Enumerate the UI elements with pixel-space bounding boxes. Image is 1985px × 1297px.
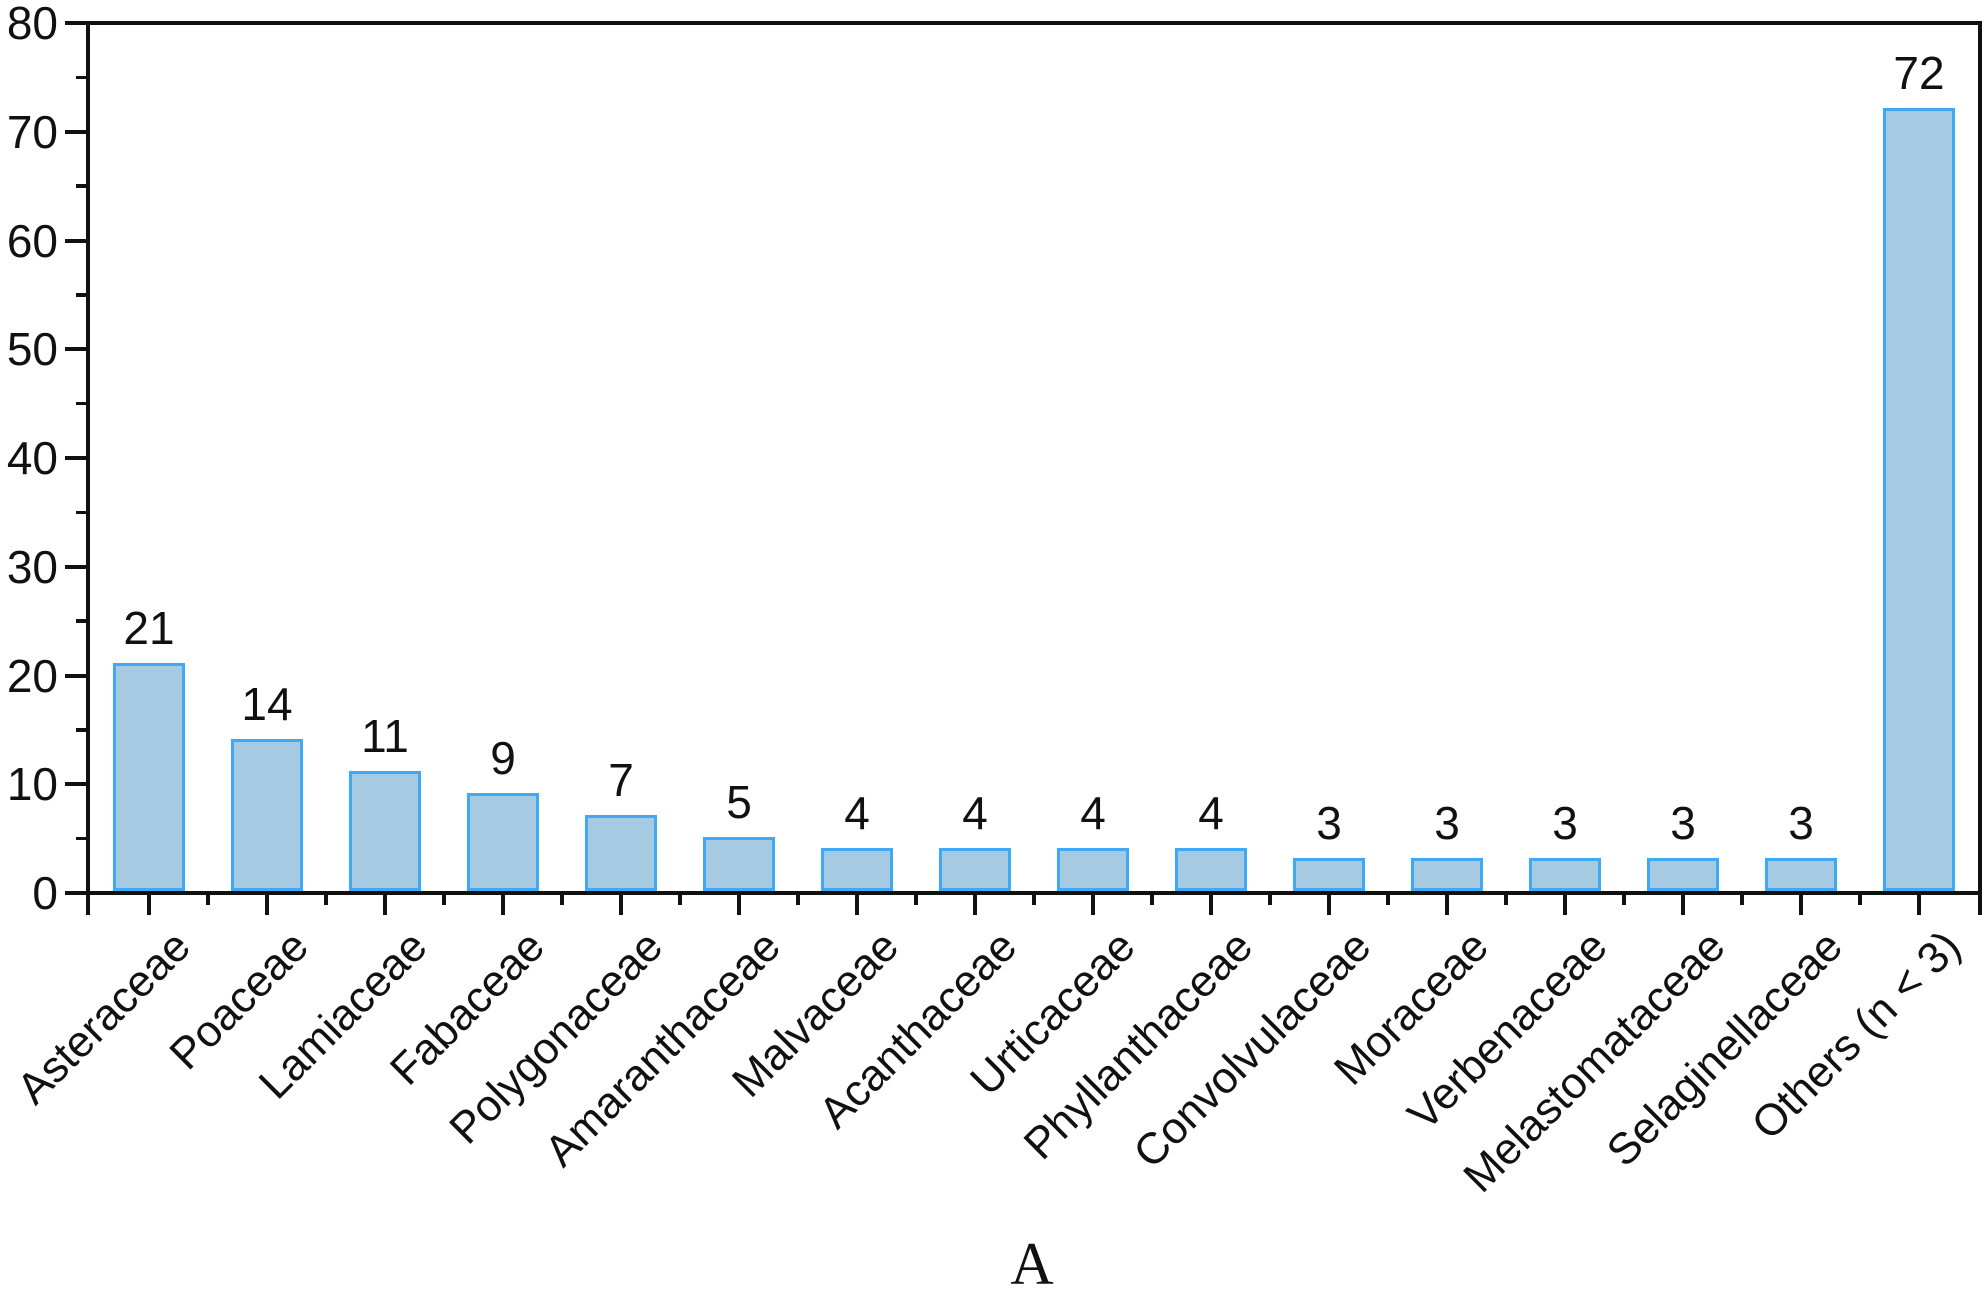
bar-value-label: 9 [490,732,516,785]
x-axis-minor-tick [1150,895,1154,905]
bar [939,847,1011,891]
x-axis-minor-tick [1622,895,1626,905]
y-axis-minor-tick [76,728,86,732]
x-axis-category-label: Asteraceae [8,921,201,1114]
x-axis-minor-tick [1740,895,1744,905]
y-axis-tick-label: 50 [6,323,58,376]
y-axis-major-tick [65,21,86,25]
y-axis-tick-label: 20 [6,649,58,702]
x-axis-major-tick [1327,895,1331,915]
x-axis-category-label: Others (n < 3) [1742,921,1971,1150]
bar [1883,108,1955,891]
bar-value-label: 72 [1893,47,1945,99]
bar [1411,858,1483,891]
x-axis-major-tick [619,895,623,915]
x-axis-major-tick [1091,895,1095,915]
y-axis-minor-tick [76,619,86,623]
x-axis-minor-tick [560,895,564,905]
x-axis-minor-tick [1504,895,1508,905]
bar-value-label: 14 [241,677,293,730]
x-axis-minor-tick [1386,895,1390,905]
bar-value-label: 3 [1434,797,1460,850]
plot-frame: 21 14 11 9 7 5 4 4 4 4 3 3 3 3 3 72 [86,21,1982,895]
x-axis-major-tick [855,895,859,915]
x-axis-major-tick [147,895,151,915]
y-axis-major-tick [65,891,86,895]
x-axis-major-tick [1681,895,1685,915]
bar-value-label: 4 [1198,786,1224,839]
x-axis-minor-tick [206,895,210,905]
x-axis-minor-tick [914,895,918,905]
bar [1293,858,1365,891]
bar [467,793,539,891]
x-axis-major-tick [1445,895,1449,915]
bar [585,814,657,891]
y-axis-tick-label: 40 [6,432,58,484]
plot-area: 21 14 11 9 7 5 4 4 4 4 3 3 3 3 3 72 [90,25,1978,891]
x-axis-major-tick [1563,895,1567,915]
y-axis-minor-tick [76,75,86,80]
bar [349,771,421,891]
bar [1529,858,1601,891]
y-axis-minor-tick [76,836,86,841]
y-axis-tick-label: 70 [6,105,58,158]
bar [231,738,303,891]
bar [1057,847,1129,891]
x-axis-major-tick [1799,895,1803,915]
y-axis-major-tick [65,456,86,460]
bar [821,847,893,891]
x-axis-minor-tick [678,895,682,905]
x-axis-major-tick [383,895,387,915]
y-axis-major-tick [65,673,86,678]
bar-value-label: 3 [1788,797,1814,850]
bar-value-label: 7 [608,753,634,806]
y-axis-major-tick [65,564,86,569]
y-axis-tick-label: 60 [6,214,58,267]
y-axis-minor-tick [76,510,86,515]
bar-value-label: 4 [1080,786,1106,839]
x-axis-major-tick [1209,895,1213,915]
y-axis-major-tick [65,129,86,134]
bar-value-label: 3 [1316,797,1342,850]
x-axis-minor-tick [1032,895,1036,905]
y-axis-minor-tick [76,293,86,297]
x-axis-minor-tick [324,895,328,905]
y-axis-minor-tick [76,401,86,406]
bar [703,836,775,891]
bar-value-label: 3 [1670,797,1696,850]
x-axis-major-tick [501,895,505,915]
bar-value-label: 11 [361,710,409,763]
y-axis-major-tick [65,782,86,787]
bar [113,662,185,891]
y-axis-tick-label: 30 [6,540,58,593]
panel-label: A [1010,1231,1054,1297]
y-axis-tick-label: 10 [6,758,58,811]
x-axis-corner-tick [1978,895,1982,915]
bar-value-label: 5 [726,775,752,828]
y-axis-major-tick [65,347,86,352]
y-axis-minor-tick [76,184,86,188]
x-axis-corner-tick [86,895,90,915]
bar-value-label: 21 [123,601,175,654]
y-axis-tick-label: 0 [32,867,58,919]
y-axis-tick-label: 80 [6,0,58,49]
x-axis-minor-tick [1858,895,1862,905]
x-axis-minor-tick [796,895,800,905]
bar-value-label: 4 [962,786,988,839]
x-axis-major-tick [737,895,741,915]
bar-value-label: 3 [1552,797,1578,850]
x-axis-minor-tick [442,895,446,905]
y-axis-major-tick [65,238,86,243]
bar-value-label: 4 [844,786,870,839]
bar [1765,858,1837,891]
x-axis-minor-tick [1268,895,1272,905]
bar [1647,858,1719,891]
x-axis-major-tick [1917,895,1921,915]
x-axis-major-tick [265,895,269,915]
x-axis-major-tick [973,895,977,915]
bar [1175,847,1247,891]
